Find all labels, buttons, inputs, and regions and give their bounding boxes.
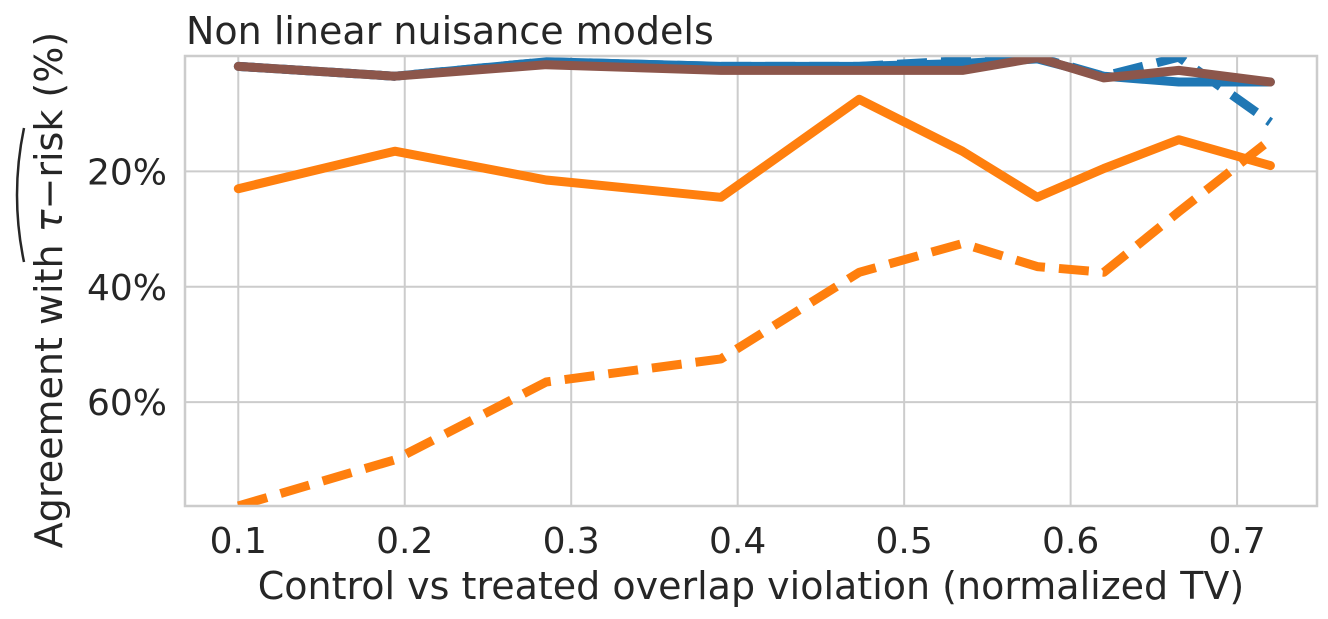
x-tick-label: 0.2 (376, 521, 433, 562)
x-tick-label: 0.6 (1042, 521, 1099, 562)
y-tick-label: 20% (87, 152, 167, 193)
x-tick-labels: 0.1 0.2 0.3 0.4 0.5 0.6 0.7 (210, 521, 1266, 562)
plot-frame (183, 54, 1319, 508)
x-tick-label: 0.7 (1208, 521, 1265, 562)
y-tick-label: 60% (87, 383, 167, 424)
x-tick-label: 0.1 (210, 521, 267, 562)
y-axis-label-prefix: Agreement with (27, 232, 71, 548)
grid (185, 56, 1317, 506)
x-tick-label: 0.3 (543, 521, 600, 562)
x-tick-label: 0.5 (876, 521, 933, 562)
y-axis-label-hat (15, 127, 26, 263)
x-axis-label: Control vs treated overlap violation (no… (258, 564, 1245, 608)
series-line-4 (238, 61, 860, 80)
y-tick-labels: 20% 40% 60% (87, 152, 167, 424)
series-line-3 (233, 56, 1275, 87)
chart-title: Non linear nuisance models (186, 9, 714, 53)
series-layer (233, 56, 1275, 506)
y-axis-label-risk: −risk (27, 110, 71, 210)
y-axis-label-tau: τ (27, 208, 71, 232)
y-axis-label: Agreement with τ−risk (%) (27, 32, 71, 548)
y-tick-label: 40% (87, 268, 167, 309)
y-axis-label-group: Agreement with τ−risk (%) (15, 32, 71, 548)
series-line-6 (237, 136, 1274, 506)
series-line-5 (233, 94, 1275, 202)
x-tick-label: 0.4 (709, 521, 766, 562)
y-axis-label-suffix: (%) (27, 32, 71, 110)
